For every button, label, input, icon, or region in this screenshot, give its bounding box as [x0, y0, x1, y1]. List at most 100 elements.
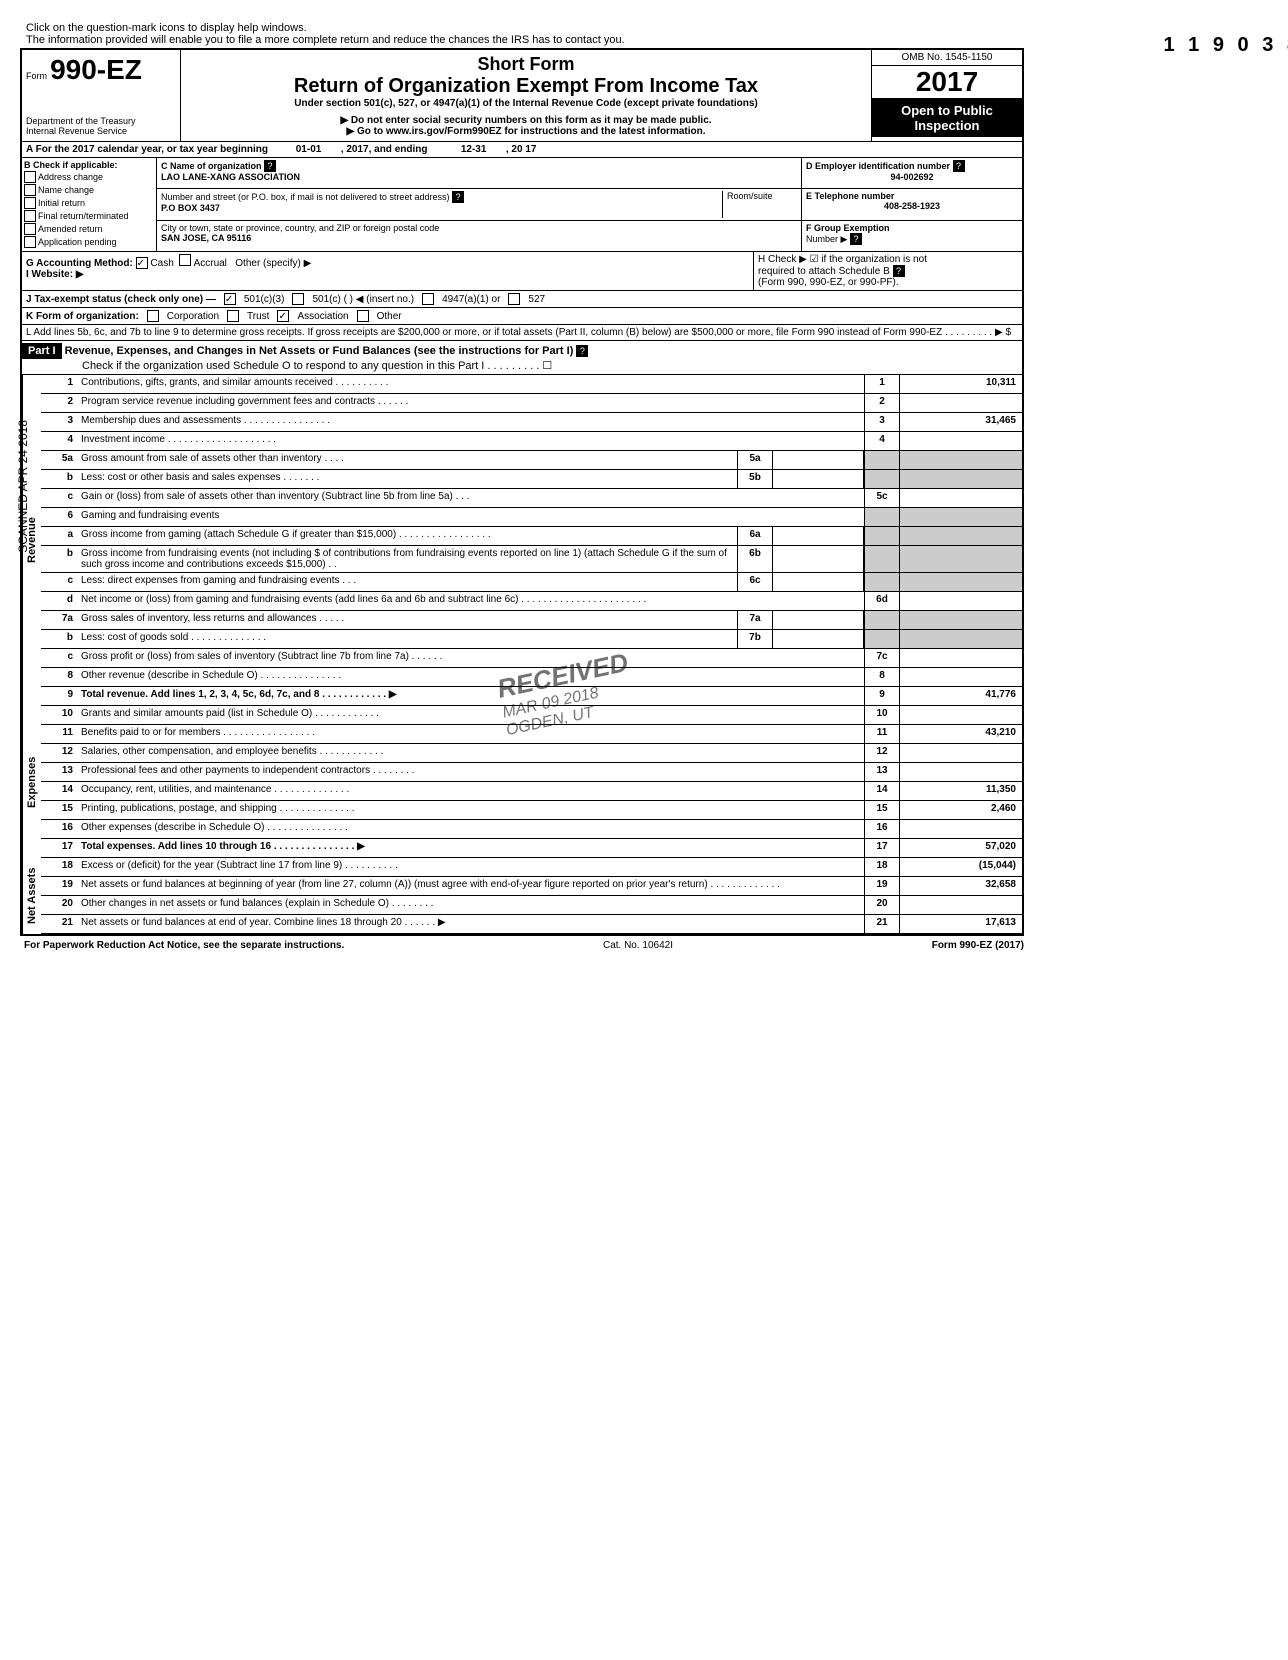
cb-accrual[interactable]: [179, 254, 191, 266]
amt-20[interactable]: [899, 896, 1022, 914]
city: SAN JOSE, CA 95116: [161, 233, 251, 243]
subbox-7a: 7a: [737, 611, 773, 629]
line-num-d: d: [41, 592, 77, 610]
cb-address-change[interactable]: [24, 171, 36, 183]
amt-9[interactable]: 41,776: [899, 687, 1022, 705]
numbox-7c: 7c: [864, 649, 899, 667]
amtbox-shaded: [899, 546, 1022, 572]
amt-17[interactable]: 57,020: [899, 839, 1022, 857]
numbox-12: 12: [864, 744, 899, 762]
cb-application-pending[interactable]: [24, 236, 36, 248]
line-num-18: 18: [41, 858, 77, 876]
j-label: J Tax-exempt status (check only one) —: [26, 294, 216, 305]
line-num-17: 17: [41, 839, 77, 857]
amt-2[interactable]: [899, 394, 1022, 412]
lbl-amended-return: Amended return: [38, 224, 103, 234]
cb-cash[interactable]: [136, 257, 148, 269]
f-label2: Number ▶: [806, 234, 847, 244]
hint-line1: Click on the question-mark icons to disp…: [26, 22, 307, 34]
lbl-other-org: Other: [377, 311, 402, 322]
line-desc-14: Occupancy, rent, utilities, and maintena…: [77, 782, 864, 800]
dept1: Department of the Treasury: [26, 116, 176, 126]
amt-5c[interactable]: [899, 489, 1022, 507]
subval-6c[interactable]: [773, 573, 864, 591]
f-label: F Group Exemption: [806, 223, 890, 233]
subval-6a[interactable]: [773, 527, 864, 545]
amt-4[interactable]: [899, 432, 1022, 450]
help-icon[interactable]: ?: [850, 233, 862, 245]
cb-501c[interactable]: [292, 293, 304, 305]
amtbox-shaded: [899, 451, 1022, 469]
line-num-8: 8: [41, 668, 77, 686]
cb-other-org[interactable]: [357, 310, 369, 322]
help-icon[interactable]: ?: [893, 265, 905, 277]
cb-trust[interactable]: [227, 310, 239, 322]
amtbox-shaded: [899, 630, 1022, 648]
cb-name-change[interactable]: [24, 184, 36, 196]
d-label: D Employer identification number: [806, 161, 950, 171]
numbox-1: 1: [864, 375, 899, 393]
lbl-501c3: 501(c)(3): [244, 294, 285, 305]
line-num-c: c: [41, 489, 77, 507]
cb-assoc[interactable]: [277, 310, 289, 322]
amt-18[interactable]: (15,044): [899, 858, 1022, 876]
dln: 1 1 9 0 3 8: [1163, 34, 1288, 57]
amt-1[interactable]: 10,311: [899, 375, 1022, 393]
numbox-11: 11: [864, 725, 899, 743]
short-form-label: Short Form: [185, 54, 867, 75]
amt-6d[interactable]: [899, 592, 1022, 610]
amt-7c[interactable]: [899, 649, 1022, 667]
lbl-address-change: Address change: [38, 172, 103, 182]
line-desc-3: Membership dues and assessments . . . . …: [77, 413, 864, 431]
numbox-19: 19: [864, 877, 899, 895]
amt-19[interactable]: 32,658: [899, 877, 1022, 895]
help-icon[interactable]: ?: [452, 191, 464, 203]
line-num-c: c: [41, 573, 77, 591]
line-desc-5a: Gross amount from sale of assets other t…: [77, 451, 737, 469]
form-prefix: Form: [26, 71, 47, 81]
cb-corp[interactable]: [147, 310, 159, 322]
numbox-shaded: [864, 527, 899, 545]
subbox-6a: 6a: [737, 527, 773, 545]
help-icon[interactable]: ?: [576, 345, 588, 357]
lbl-accrual: Accrual: [194, 258, 227, 269]
numbox-3: 3: [864, 413, 899, 431]
subval-7b[interactable]: [773, 630, 864, 648]
subval-5b[interactable]: [773, 470, 864, 488]
org-name: LAO LANE-XANG ASSOCIATION: [161, 172, 300, 182]
subval-5a[interactable]: [773, 451, 864, 469]
amt-13[interactable]: [899, 763, 1022, 781]
amt-16[interactable]: [899, 820, 1022, 838]
numbox-8: 8: [864, 668, 899, 686]
line-num-a: a: [41, 527, 77, 545]
cb-final-return[interactable]: [24, 210, 36, 222]
amt-21[interactable]: 17,613: [899, 915, 1022, 933]
lbl-other-method: Other (specify) ▶: [235, 258, 311, 269]
lbl-trust: Trust: [247, 311, 269, 322]
amt-3[interactable]: 31,465: [899, 413, 1022, 431]
open-public-2: Inspection: [876, 118, 1018, 133]
cb-amended-return[interactable]: [24, 223, 36, 235]
cb-initial-return[interactable]: [24, 197, 36, 209]
amt-11[interactable]: 43,210: [899, 725, 1022, 743]
cb-501c3[interactable]: [224, 293, 236, 305]
subval-6b[interactable]: [773, 546, 864, 572]
amt-15[interactable]: 2,460: [899, 801, 1022, 819]
amt-10[interactable]: [899, 706, 1022, 724]
help-icon[interactable]: ?: [953, 160, 965, 172]
line-num-b: b: [41, 470, 77, 488]
subval-7a[interactable]: [773, 611, 864, 629]
amt-8[interactable]: [899, 668, 1022, 686]
line-desc-8: Other revenue (describe in Schedule O) .…: [77, 668, 864, 686]
footer-right: Form 990-EZ (2017): [932, 940, 1024, 951]
subbox-5a: 5a: [737, 451, 773, 469]
line-num-c: c: [41, 649, 77, 667]
dept2: Internal Revenue Service: [26, 126, 176, 136]
line-num-14: 14: [41, 782, 77, 800]
cb-4947[interactable]: [422, 293, 434, 305]
cb-527[interactable]: [508, 293, 520, 305]
line-desc-b: Less: cost of goods sold . . . . . . . .…: [77, 630, 737, 648]
help-icon[interactable]: ?: [264, 160, 276, 172]
amt-14[interactable]: 11,350: [899, 782, 1022, 800]
amt-12[interactable]: [899, 744, 1022, 762]
